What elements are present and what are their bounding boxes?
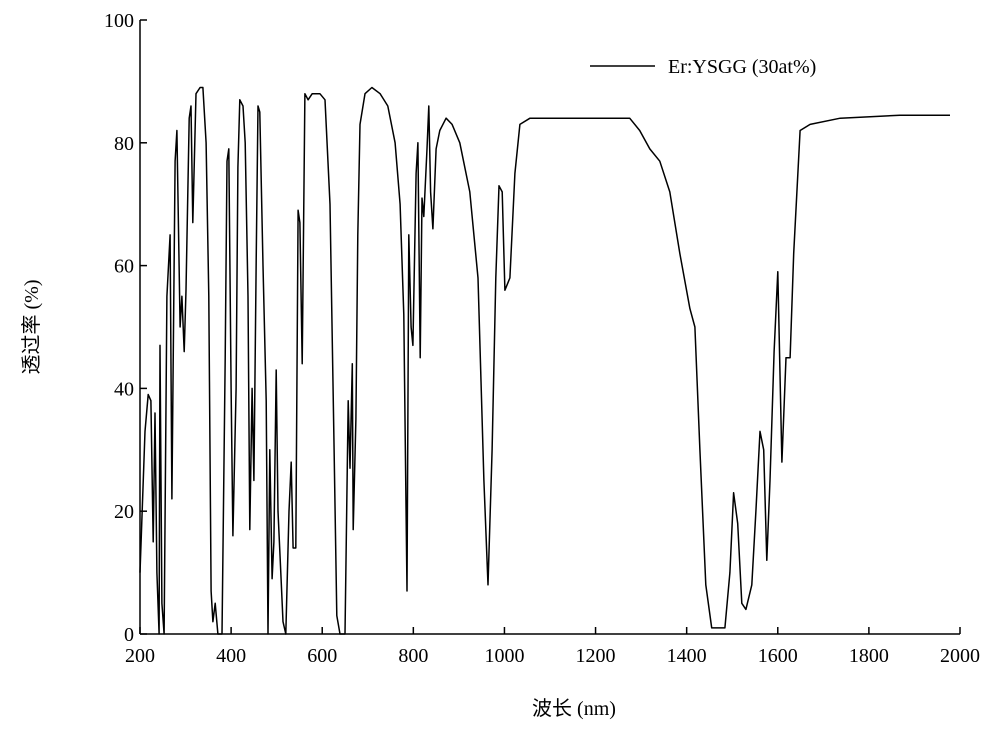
x-tick-label: 800 [398,645,428,667]
x-tick-label: 1800 [849,645,889,667]
x-tick-label: 1200 [576,645,616,667]
x-tick-label: 1400 [667,645,707,667]
y-tick-label: 20 [114,501,134,523]
x-tick-label: 600 [307,645,337,667]
x-axis-label: 波长 (nm) [532,697,616,720]
legend-label: Er:YSGG (30at%) [668,56,816,78]
x-tick-label: 1600 [758,645,798,667]
x-tick-label: 2000 [940,645,980,667]
y-tick-label: 80 [114,133,134,155]
data-line [139,86,950,635]
y-tick-label: 40 [114,378,134,400]
x-tick-label: 200 [125,645,155,667]
y-tick-label: 100 [104,10,134,32]
x-tick-label: 400 [216,645,246,667]
x-tick-label: 1000 [484,645,524,667]
y-tick-label: 0 [124,624,134,646]
y-axis-label: 透过率 (%) [20,280,43,375]
y-tick-label: 60 [114,256,134,278]
